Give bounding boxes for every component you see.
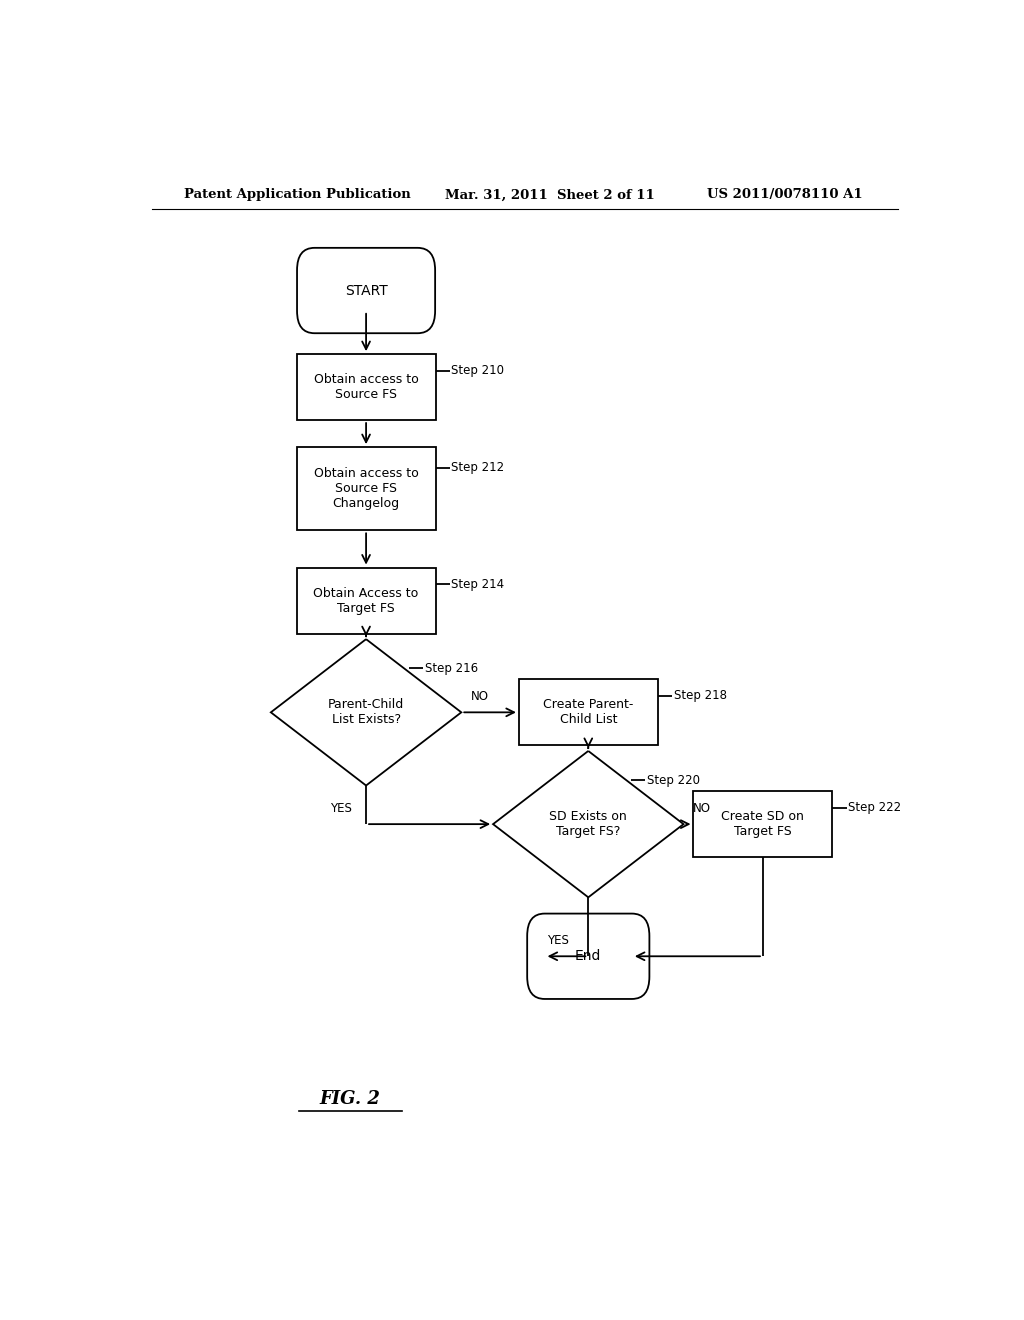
Text: Step 222: Step 222 <box>848 801 901 814</box>
Text: Create SD on
Target FS: Create SD on Target FS <box>722 810 804 838</box>
Text: End: End <box>575 949 601 964</box>
FancyBboxPatch shape <box>527 913 649 999</box>
Text: US 2011/0078110 A1: US 2011/0078110 A1 <box>708 189 863 202</box>
Text: FIG. 2: FIG. 2 <box>319 1089 381 1107</box>
Text: Mar. 31, 2011  Sheet 2 of 11: Mar. 31, 2011 Sheet 2 of 11 <box>445 189 655 202</box>
Bar <box>297 354 435 420</box>
Text: START: START <box>345 284 387 297</box>
Text: SD Exists on
Target FS?: SD Exists on Target FS? <box>550 810 627 838</box>
Text: Step 214: Step 214 <box>452 578 505 590</box>
Text: Patent Application Publication: Patent Application Publication <box>183 189 411 202</box>
Text: Step 212: Step 212 <box>452 462 505 474</box>
Text: Step 218: Step 218 <box>674 689 727 702</box>
Bar <box>297 568 435 634</box>
Text: YES: YES <box>547 935 569 946</box>
Text: Create Parent-
Child List: Create Parent- Child List <box>543 698 634 726</box>
Text: Obtain access to
Source FS: Obtain access to Source FS <box>313 374 419 401</box>
Text: Parent-Child
List Exists?: Parent-Child List Exists? <box>328 698 404 726</box>
Text: NO: NO <box>471 690 488 704</box>
Text: YES: YES <box>331 803 352 814</box>
Bar <box>693 791 833 857</box>
Bar <box>297 447 435 531</box>
Text: Step 210: Step 210 <box>452 364 505 378</box>
Text: Obtain access to
Source FS
Changelog: Obtain access to Source FS Changelog <box>313 467 419 511</box>
Text: Step 216: Step 216 <box>425 661 478 675</box>
Text: NO: NO <box>693 803 711 814</box>
Text: Obtain Access to
Target FS: Obtain Access to Target FS <box>313 586 419 615</box>
Text: Step 220: Step 220 <box>647 774 700 787</box>
FancyBboxPatch shape <box>297 248 435 333</box>
Bar <box>519 680 657 746</box>
